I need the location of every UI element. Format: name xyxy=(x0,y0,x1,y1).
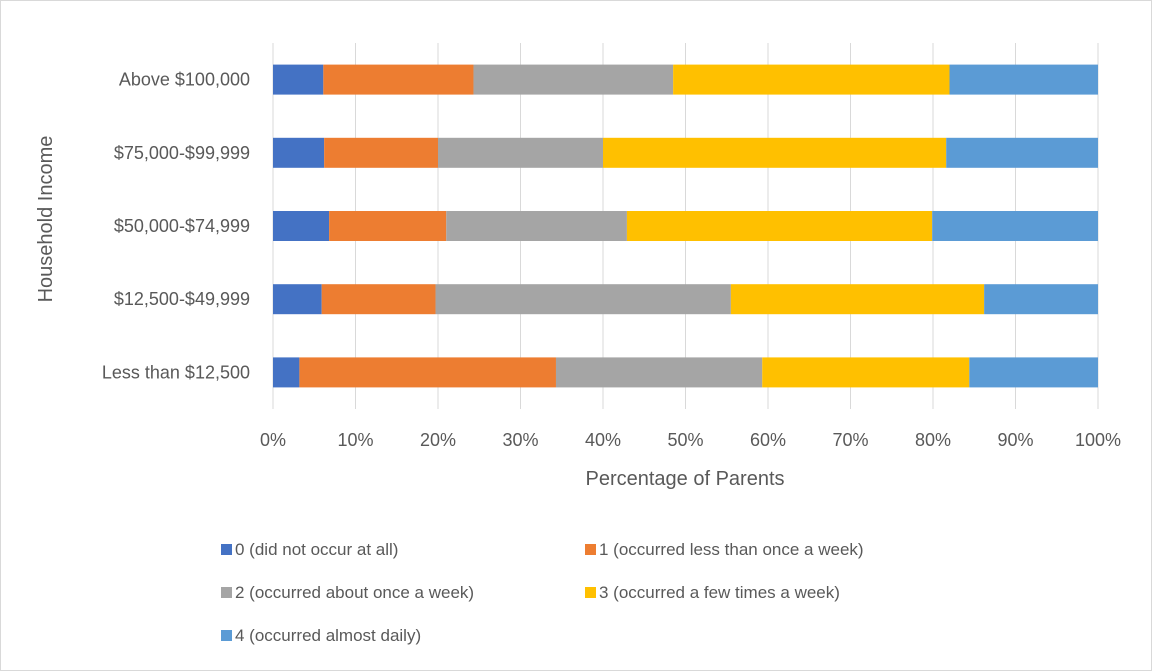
x-tick-label: 0% xyxy=(260,430,286,450)
legend-label: 1 (occurred less than once a week) xyxy=(599,540,864,559)
legend: 0 (did not occur at all) 1 (occurred less… xyxy=(221,540,864,645)
bar-segment xyxy=(329,211,447,241)
bar-segment xyxy=(273,137,325,168)
x-tick-label: 90% xyxy=(997,430,1033,450)
y-tick-label: $12,500-$49,999 xyxy=(114,289,250,309)
bars xyxy=(273,64,1098,388)
legend-label: 0 (did not occur at all) xyxy=(235,540,398,559)
bar-segment xyxy=(299,357,556,388)
bar-segment xyxy=(273,64,324,95)
bar-segment xyxy=(321,284,436,315)
legend-label: 3 (occurred a few times a week) xyxy=(599,583,840,602)
legend-label: 4 (occurred almost daily) xyxy=(235,626,421,645)
bar-segment xyxy=(324,137,438,168)
bar-segment xyxy=(762,357,970,388)
y-tick-label: $75,000-$99,999 xyxy=(114,143,250,163)
bar-segment xyxy=(273,284,322,315)
x-tick-label: 10% xyxy=(337,430,373,450)
x-tick-label: 30% xyxy=(502,430,538,450)
x-tick-label: 80% xyxy=(915,430,951,450)
bar-segment xyxy=(273,357,300,388)
bar-segment xyxy=(446,211,627,241)
y-axis-title: Household Income xyxy=(35,136,57,303)
bar-segment xyxy=(473,64,674,95)
x-tick-label: 60% xyxy=(750,430,786,450)
x-tick-label: 40% xyxy=(585,430,621,450)
bar-segment xyxy=(273,211,330,241)
bar-segment xyxy=(949,64,1098,95)
bar-segment xyxy=(932,211,1098,241)
y-tick-label: Above $100,000 xyxy=(119,70,250,90)
legend-swatch xyxy=(221,587,232,598)
x-axis-title: Percentage of Parents xyxy=(585,468,784,490)
legend-swatch xyxy=(585,544,596,555)
bar-segment xyxy=(323,64,474,95)
y-axis-tick-labels: Less than $12,500 $12,500-$49,999 $50,000-… xyxy=(102,70,250,383)
bar-segment xyxy=(984,284,1098,315)
y-tick-label: $50,000-$74,999 xyxy=(114,216,250,236)
bar-segment xyxy=(438,137,603,168)
x-tick-label: 100% xyxy=(1075,430,1121,450)
legend-swatch xyxy=(221,544,232,555)
x-tick-label: 50% xyxy=(667,430,703,450)
x-tick-label: 20% xyxy=(420,430,456,450)
y-tick-label: Less than $12,500 xyxy=(102,362,250,382)
legend-swatch xyxy=(585,587,596,598)
legend-swatch xyxy=(221,630,232,641)
bar-segment xyxy=(969,357,1098,388)
x-axis-tick-labels: 0% 10% 20% 30% 40% 50% 60% 70% 80% 90% 100% xyxy=(260,430,1121,450)
bar-segment xyxy=(435,284,731,315)
bar-segment xyxy=(673,64,950,95)
x-tick-label: 70% xyxy=(832,430,868,450)
bar-segment xyxy=(555,357,763,388)
bar-segment xyxy=(730,284,985,315)
bar-segment xyxy=(946,137,1098,168)
bar-segment xyxy=(626,211,933,241)
legend-label: 2 (occurred about once a week) xyxy=(235,583,474,602)
bar-segment xyxy=(603,137,947,168)
